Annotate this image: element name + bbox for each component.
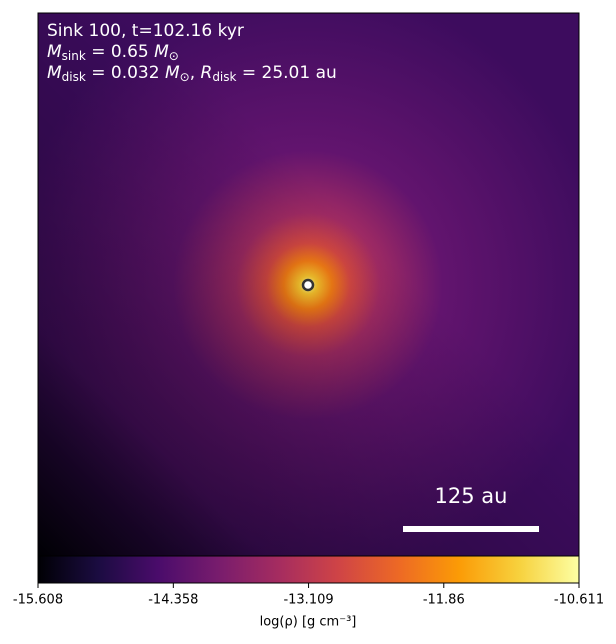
info-segment: disk — [212, 70, 236, 84]
tick-label: -11.86 — [423, 593, 465, 608]
info-segment: M — [47, 63, 62, 83]
tick-label: -10.611 — [554, 593, 604, 608]
scale-bar-label: 125 au — [435, 484, 508, 508]
info-segment: M — [154, 42, 169, 62]
tick-label: -13.109 — [283, 593, 333, 608]
tick-label: -15.608 — [13, 593, 63, 608]
colorbar — [37, 555, 580, 584]
info-segment: M — [165, 63, 180, 83]
info-segment: ⊙ — [169, 49, 179, 63]
info-segment: , — [190, 63, 201, 83]
info-segment: M — [47, 42, 62, 62]
info-segment: disk — [62, 70, 86, 84]
info-segment: = 0.032 — [86, 63, 165, 83]
info-line: Mdisk = 0.032 M⊙, Rdisk = 25.01 au — [47, 63, 337, 84]
sink-marker — [301, 278, 315, 292]
info-segment: R — [201, 63, 213, 83]
colorbar-label: log(ρ) [g cm⁻³] — [260, 615, 357, 630]
scale-bar — [403, 526, 539, 532]
info-segment: = 25.01 au — [236, 63, 336, 83]
tick-label: -14.358 — [148, 593, 198, 608]
info-segment: = 0.65 — [86, 42, 154, 62]
info-segment: Sink 100, t=102.16 kyr — [47, 21, 244, 41]
info-segment: sink — [62, 49, 86, 63]
info-line: Sink 100, t=102.16 kyr — [47, 21, 244, 41]
info-line: Msink = 0.65 M⊙ — [47, 42, 179, 63]
info-segment: ⊙ — [180, 70, 190, 84]
